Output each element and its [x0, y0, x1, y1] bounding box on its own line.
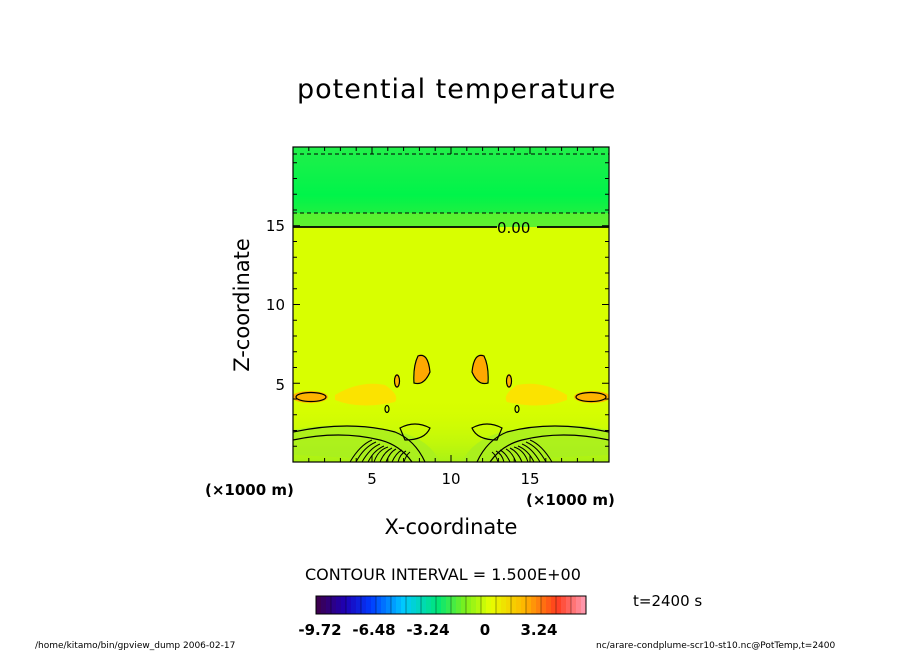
colorbar-swatch: [506, 596, 512, 614]
warm-dot-right: [506, 374, 512, 388]
warm-streak-right: [472, 354, 488, 383]
colorbar-swatch: [401, 596, 407, 614]
y-tick-label: 5: [275, 376, 285, 394]
colorbar-swatch: [421, 596, 427, 614]
colorbar-swatch: [566, 596, 572, 614]
warm-plume-left: [335, 383, 397, 406]
colorbar-swatch: [346, 596, 352, 614]
colorbar-swatch: [521, 596, 527, 614]
time-label: t=2400 s: [633, 592, 703, 610]
colorbar-swatch: [556, 596, 562, 614]
colorbar-swatch: [441, 596, 447, 614]
colorbar-swatch: [371, 596, 377, 614]
colorbar-swatch: [351, 596, 357, 614]
x-tick-label: 10: [441, 470, 460, 488]
colorbar-swatch: [341, 596, 347, 614]
colorbar-swatch: [461, 596, 467, 614]
colorbar-swatch: [436, 596, 442, 614]
colorbar-swatch: [541, 596, 547, 614]
colorbar-swatch: [326, 596, 332, 614]
contour-cluster-left: [349, 439, 411, 462]
contour-cluster-right: [491, 439, 553, 462]
colorbar-tick-label: -3.24: [406, 621, 449, 639]
colorbar-swatch: [416, 596, 422, 614]
warm-dot-left: [394, 374, 400, 388]
colorbar-swatch: [516, 596, 522, 614]
colorbar-tick-label: -9.72: [298, 621, 341, 639]
contour-lines-lower: [293, 354, 609, 462]
colorbar-swatch: [426, 596, 432, 614]
colorbar-swatch: [456, 596, 462, 614]
colorbar-swatch: [331, 596, 337, 614]
colorbar-swatch: [491, 596, 497, 614]
colorbar-swatch: [571, 596, 577, 614]
colorbar-swatch: [396, 596, 402, 614]
colorbar-swatch: [321, 596, 327, 614]
zero-contour-label: 0.00: [497, 219, 530, 237]
colorbar-swatch: [551, 596, 557, 614]
colorbar-swatch: [336, 596, 342, 614]
x-axis-label: X-coordinate: [385, 515, 518, 539]
warm-plume-right: [505, 383, 567, 406]
colorbar-swatch: [451, 596, 457, 614]
colorbar-swatch: [361, 596, 367, 614]
colorbar-swatch: [466, 596, 472, 614]
colorbar-swatch: [316, 596, 322, 614]
x-tick-label: 5: [367, 470, 377, 488]
contour-interval-label: CONTOUR INTERVAL = 1.500E+00: [305, 565, 581, 584]
colorbar-swatch: [581, 596, 587, 614]
colorbar-swatch: [486, 596, 492, 614]
chart-title: potential temperature: [297, 74, 617, 105]
y-unit-label: (×1000 m): [205, 481, 294, 499]
colorbar-swatch: [501, 596, 507, 614]
x-tick-label: 15: [520, 470, 539, 488]
colorbar-tick-label: 3.24: [520, 621, 557, 639]
colorbar-swatch: [366, 596, 372, 614]
footer-left: /home/kitamo/bin/gpview_dump 2006-02-17: [35, 641, 236, 651]
colorbar-swatch: [576, 596, 582, 614]
colorbar-swatch: [391, 596, 397, 614]
y-tick-label: 10: [266, 296, 285, 314]
warm-streak-left: [414, 354, 430, 383]
colorbar-swatch: [431, 596, 437, 614]
colorbar-swatch: [376, 596, 382, 614]
colorbar: [315, 596, 587, 614]
colorbar-frame: [315, 595, 587, 615]
colorbar-swatch: [511, 596, 517, 614]
colorbar-swatch: [531, 596, 537, 614]
colorbar-swatch: [526, 596, 532, 614]
colorbar-tick-label: 0: [480, 621, 490, 639]
colorbar-swatch: [476, 596, 482, 614]
colorbar-swatch: [386, 596, 392, 614]
colorbar-swatch: [546, 596, 552, 614]
colorbar-swatch: [381, 596, 387, 614]
colorbar-swatch: [481, 596, 487, 614]
colorbar-swatch: [496, 596, 502, 614]
y-tick-label: 15: [266, 217, 285, 235]
transition-band: [293, 213, 609, 227]
footer-right: nc/arare-condplume-scr10-st10.nc@PotTemp…: [596, 641, 836, 651]
y-axis-label: Z-coordinate: [230, 238, 254, 372]
x-unit-label: (×1000 m): [526, 491, 615, 509]
tick-marks: [293, 147, 609, 462]
colorbar-swatch: [356, 596, 362, 614]
colorbar-swatch: [536, 596, 542, 614]
colorbar-swatch: [446, 596, 452, 614]
colorbar-swatch: [561, 596, 567, 614]
colorbar-swatch: [471, 596, 477, 614]
colorbar-tick-label: -6.48: [352, 621, 395, 639]
colorbar-swatch: [411, 596, 417, 614]
colorbar-swatch: [406, 596, 412, 614]
